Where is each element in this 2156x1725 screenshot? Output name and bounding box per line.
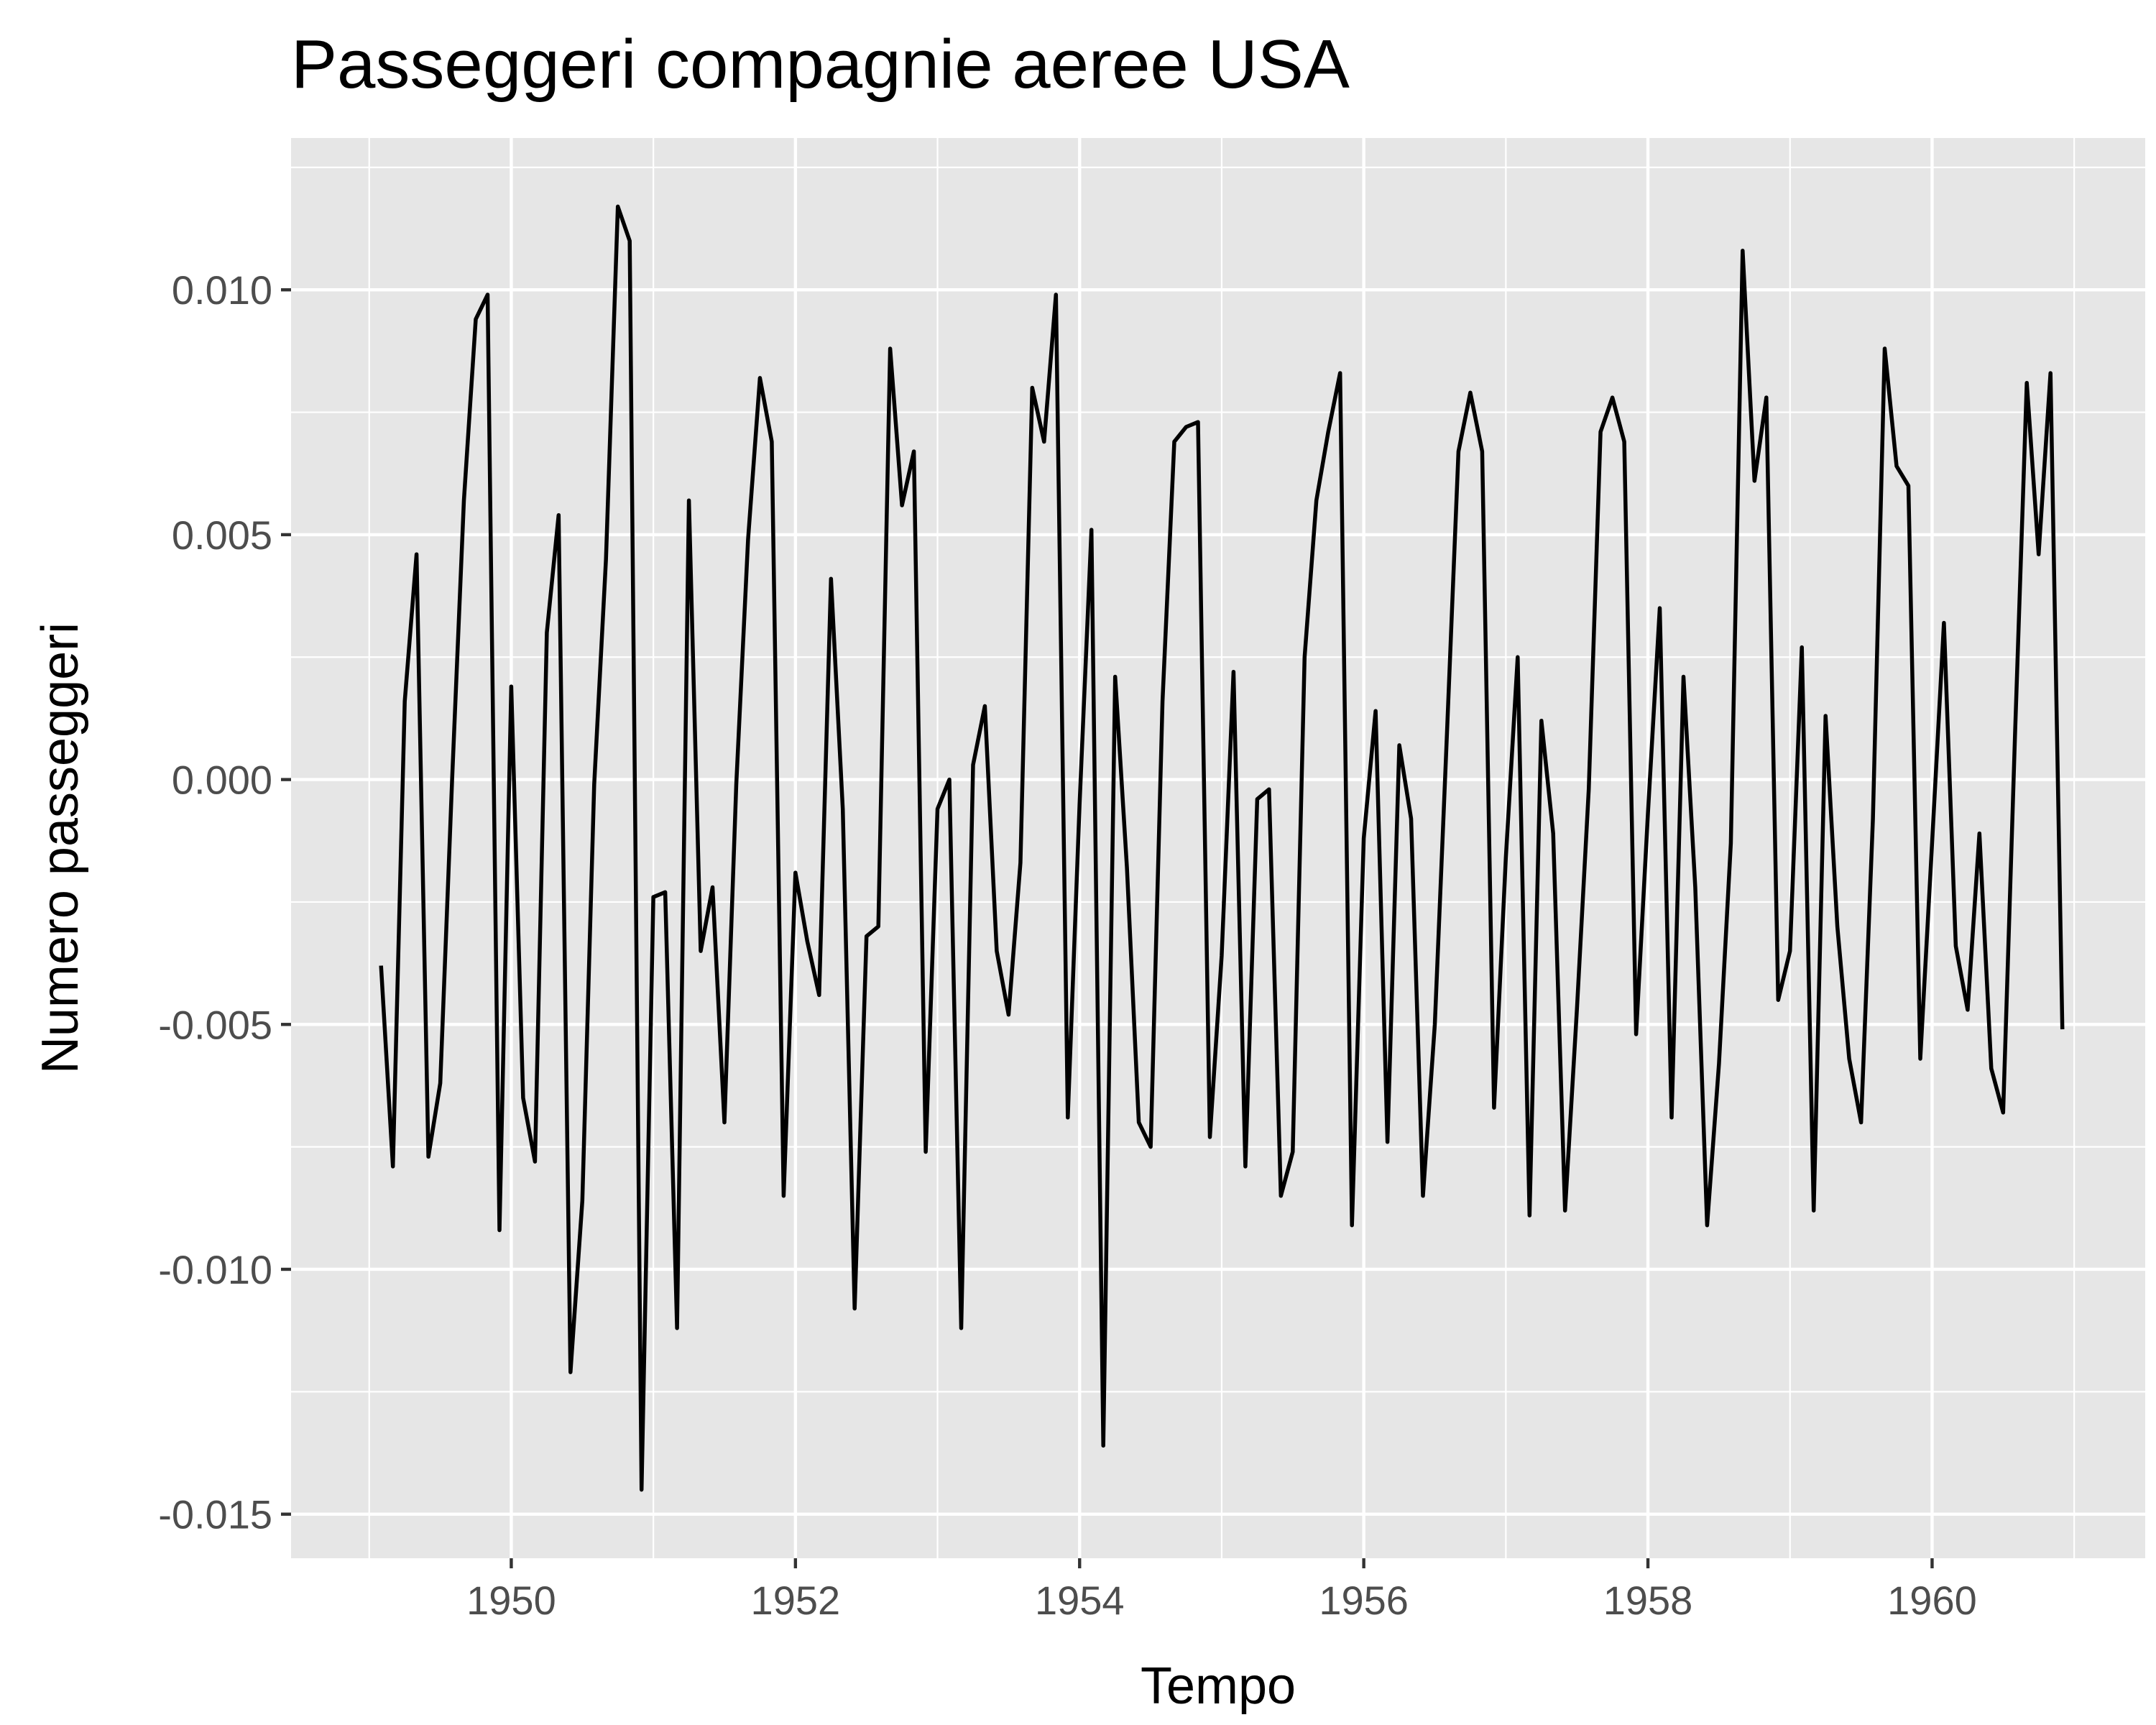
x-tick-label: 1952	[751, 1578, 841, 1623]
series-line	[379, 204, 2065, 1492]
chart-title: Passeggeri compagnie aeree USA	[291, 26, 1350, 103]
x-tick-label: 1958	[1603, 1578, 1693, 1623]
x-axis: 1950 1952 1954 1956 1958 1960	[466, 1558, 1977, 1623]
plot-panel	[291, 138, 2145, 1558]
series-layer	[379, 204, 2065, 1492]
x-tick-label: 1960	[1887, 1578, 1977, 1623]
y-tick-label: -0.005	[158, 1002, 272, 1047]
x-tick-label: 1956	[1319, 1578, 1409, 1623]
x-tick-label: 1950	[466, 1578, 556, 1623]
y-tick-label: 0.005	[172, 512, 272, 558]
y-axis-title: Numero passeggeri	[32, 622, 89, 1074]
x-tick-label: 1954	[1035, 1578, 1125, 1623]
y-tick-label: 0.010	[172, 267, 272, 313]
x-axis-title: Tempo	[1141, 1657, 1296, 1715]
y-tick-label: -0.010	[158, 1247, 272, 1292]
y-tick-label: 0.000	[172, 758, 272, 803]
y-tick-label: -0.015	[158, 1492, 272, 1537]
y-axis: -0.015 -0.010 -0.005 0.000 0.005 0.010	[158, 267, 291, 1537]
